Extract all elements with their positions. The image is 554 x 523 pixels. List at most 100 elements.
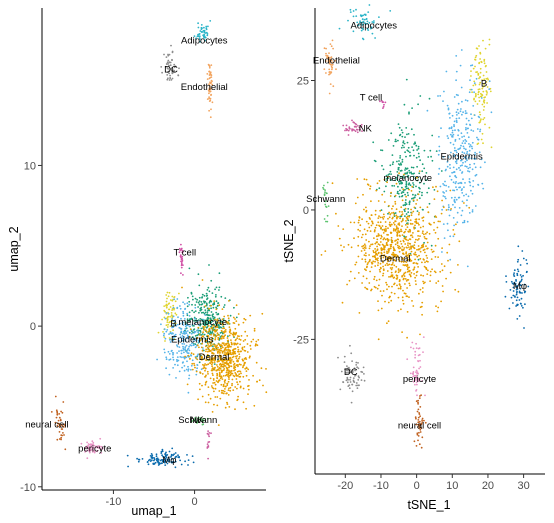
- data-point: [478, 100, 481, 102]
- data-point: [186, 360, 188, 363]
- data-point: [194, 310, 197, 312]
- data-point: [209, 362, 211, 364]
- data-point: [478, 62, 480, 65]
- data-point: [377, 264, 379, 267]
- data-point: [405, 220, 407, 222]
- data-point: [345, 129, 348, 132]
- data-point: [469, 144, 472, 146]
- data-point: [466, 99, 469, 102]
- data-point: [221, 318, 224, 321]
- data-point: [228, 349, 231, 352]
- data-point: [211, 372, 214, 375]
- data-point: [361, 27, 363, 30]
- data-point: [343, 355, 346, 358]
- data-point: [366, 183, 369, 186]
- data-point: [386, 283, 388, 286]
- data-point: [206, 307, 209, 310]
- data-point: [345, 379, 348, 382]
- data-point: [177, 316, 179, 319]
- data-point: [249, 344, 252, 347]
- data-point: [374, 258, 377, 261]
- data-point: [166, 329, 169, 331]
- data-point: [179, 336, 182, 339]
- data-point: [403, 146, 405, 149]
- data-point: [214, 337, 217, 339]
- data-point: [171, 447, 174, 450]
- data-point: [150, 456, 153, 459]
- data-point: [513, 272, 515, 274]
- data-point: [446, 222, 449, 225]
- data-point: [417, 403, 419, 405]
- data-point: [222, 389, 225, 392]
- data-point: [441, 247, 443, 250]
- data-point: [415, 203, 417, 205]
- data-point: [414, 280, 417, 282]
- data-point: [213, 403, 215, 406]
- data-point: [226, 382, 229, 385]
- data-point: [409, 219, 412, 222]
- data-point: [401, 331, 403, 333]
- data-point: [421, 417, 424, 420]
- data-point: [178, 339, 180, 342]
- data-point: [405, 155, 407, 158]
- data-point: [238, 338, 241, 340]
- cluster-points: [338, 4, 392, 41]
- data-point: [180, 272, 182, 275]
- data-point: [356, 387, 359, 389]
- data-point: [183, 343, 186, 345]
- data-point: [418, 443, 421, 446]
- data-point: [460, 86, 463, 89]
- data-point: [58, 416, 61, 419]
- data-point: [179, 322, 181, 325]
- data-point: [171, 332, 174, 334]
- data-point: [167, 59, 170, 62]
- data-point: [197, 26, 200, 29]
- data-point: [377, 262, 380, 264]
- data-point: [370, 266, 373, 268]
- data-point: [172, 352, 175, 354]
- data-point: [226, 403, 229, 405]
- data-point: [393, 292, 396, 295]
- data-point: [456, 221, 459, 224]
- data-point: [405, 213, 408, 215]
- data-point: [445, 277, 447, 280]
- cluster-points: [126, 447, 195, 469]
- data-point: [184, 460, 187, 463]
- data-point: [227, 342, 230, 344]
- data-point: [335, 68, 337, 71]
- data-point: [230, 343, 233, 346]
- data-point: [442, 223, 445, 226]
- data-point: [216, 374, 219, 377]
- cluster-label: melanocyte: [178, 317, 227, 328]
- data-point: [405, 228, 407, 231]
- data-point: [483, 62, 486, 65]
- data-point: [62, 432, 64, 434]
- data-point: [245, 374, 248, 377]
- data-point: [363, 178, 366, 181]
- data-point: [369, 185, 372, 188]
- data-point: [516, 268, 519, 271]
- data-point: [178, 346, 181, 348]
- data-point: [179, 305, 181, 307]
- data-point: [206, 289, 209, 291]
- data-point: [454, 174, 457, 177]
- data-point: [204, 324, 206, 327]
- data-point: [184, 355, 187, 358]
- data-point: [470, 88, 473, 91]
- data-point: [442, 100, 444, 102]
- data-point: [208, 88, 211, 91]
- data-point: [467, 195, 470, 198]
- cluster-label: melanocyte: [383, 173, 432, 184]
- data-point: [201, 373, 204, 375]
- data-point: [172, 336, 175, 339]
- data-point: [399, 215, 402, 218]
- data-point: [416, 394, 418, 397]
- data-point: [401, 135, 404, 138]
- data-point: [211, 80, 213, 83]
- data-point: [183, 303, 186, 305]
- data-point: [194, 339, 197, 342]
- data-point: [414, 276, 416, 279]
- data-point: [461, 200, 464, 203]
- data-point: [396, 190, 399, 193]
- data-point: [255, 361, 258, 364]
